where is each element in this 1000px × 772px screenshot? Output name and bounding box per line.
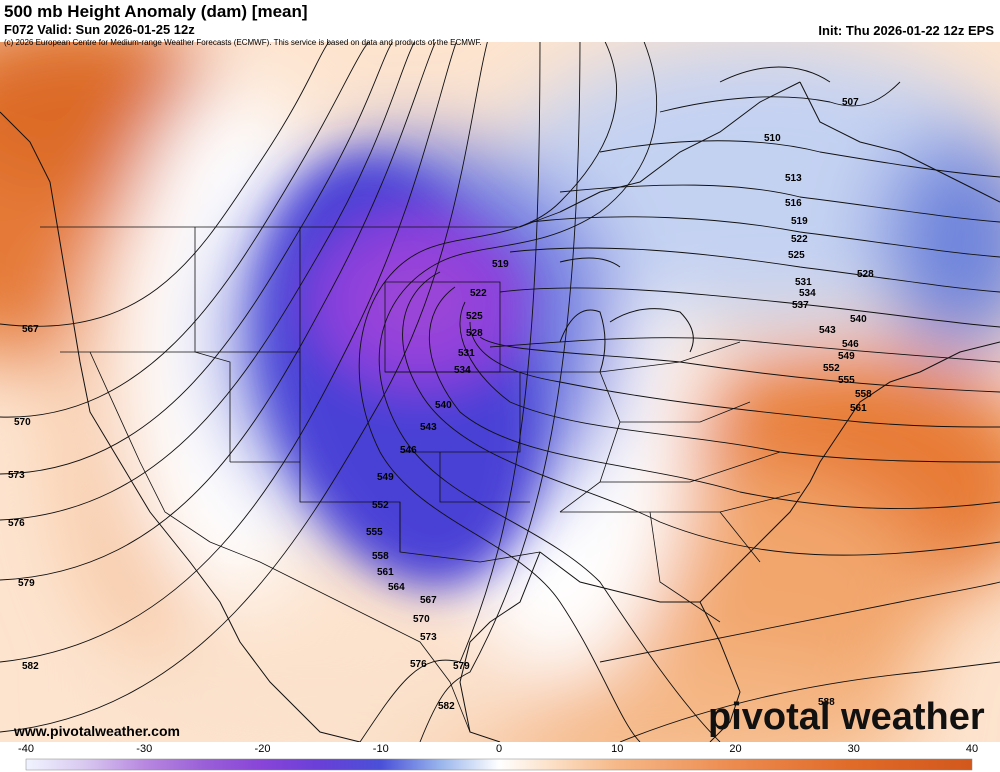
contour-label: 540	[435, 400, 452, 411]
contour-label: 558	[372, 551, 389, 562]
coastlines	[0, 81, 1000, 742]
contour-label: 507	[842, 97, 859, 108]
valid-time: F072 Valid: Sun 2026-01-25 12z	[4, 22, 195, 37]
contour-label: 531	[795, 277, 812, 288]
copyright-notice: (c) 2026 European Centre for Medium-rang…	[4, 38, 482, 47]
contour-label: 546	[400, 445, 417, 456]
contour-label: 519	[492, 259, 509, 270]
contour-label: 537	[792, 300, 809, 311]
colorbar-tick-label: -20	[254, 743, 271, 755]
colorbar-tick-label: 0	[495, 743, 503, 755]
contour-label: 558	[855, 389, 872, 400]
contour-value-labels: 567 570 573 576 579 582 519 522 525 528 …	[8, 97, 874, 712]
contour-label: 543	[420, 422, 437, 433]
contour-label: 582	[438, 701, 455, 712]
colorbar-tick-label: 10	[611, 743, 624, 755]
contour-label: 528	[466, 328, 483, 339]
map-title: 500 mb Height Anomaly (dam) [mean]	[4, 2, 308, 21]
contour-label: 510	[764, 133, 781, 144]
contour-label: 579	[453, 661, 470, 672]
political-borders	[40, 211, 801, 733]
contour-label: 543	[819, 325, 836, 336]
contour-label: 525	[466, 311, 483, 322]
contour-label: 564	[388, 582, 405, 593]
colorbar-bar	[25, 758, 973, 771]
website-url: www.pivotalweather.com	[14, 723, 180, 739]
colorbar-tick-label: -10	[372, 743, 389, 755]
contour-label: 579	[18, 578, 35, 589]
brand-logo: pivotal weather	[708, 696, 985, 738]
colorbar-tick-label: 40	[965, 743, 979, 755]
contour-label: 552	[823, 363, 840, 374]
contour-label: 567	[22, 324, 39, 335]
contour-label: 573	[420, 632, 437, 643]
contour-label: 570	[413, 614, 430, 625]
contour-label: 555	[366, 527, 383, 538]
contour-label: 555	[838, 375, 855, 386]
contour-label: 522	[791, 234, 808, 245]
contour-label: 561	[377, 567, 394, 578]
init-time: Init: Thu 2026-01-22 12z EPS	[818, 23, 994, 38]
contour-label: 528	[857, 269, 874, 280]
contour-label: 540	[850, 314, 867, 325]
contour-label: 534	[799, 288, 816, 299]
colorbar-tick-label: -30	[136, 743, 153, 755]
height-anomaly-map: 567 570 573 576 579 582 519 522 525 528 …	[0, 42, 1000, 742]
contour-label: 576	[8, 518, 25, 529]
colorbar-tick-label: -40	[18, 743, 34, 755]
contour-label: 573	[8, 470, 25, 481]
contour-label: 516	[785, 198, 802, 209]
colorbar: -40 -30 -20 -10 0 10 20 30 40	[0, 742, 1000, 772]
colorbar-gradient	[25, 758, 973, 771]
colorbar-tick-label: 20	[729, 743, 742, 755]
contour-label: 588	[818, 697, 835, 708]
contour-label: 570	[14, 417, 31, 428]
contour-label: 513	[785, 173, 802, 184]
contour-label: 519	[791, 216, 808, 227]
map-header: 500 mb Height Anomaly (dam) [mean] F072 …	[0, 0, 1000, 42]
contour-label: 549	[377, 472, 394, 483]
contour-label: 546	[842, 339, 859, 350]
contour-label: 549	[838, 351, 855, 362]
height-contours	[0, 42, 1000, 742]
contour-label: 552	[372, 500, 389, 511]
contour-label: 525	[788, 250, 805, 261]
contour-label: 567	[420, 595, 437, 606]
contour-label: 522	[470, 288, 487, 299]
contour-label: 561	[850, 403, 867, 414]
contour-label: 576	[410, 659, 427, 670]
contour-label: 531	[458, 348, 475, 359]
contour-label: 582	[22, 661, 39, 672]
colorbar-tick-label: 30	[847, 743, 860, 755]
contour-label: 534	[454, 365, 471, 376]
